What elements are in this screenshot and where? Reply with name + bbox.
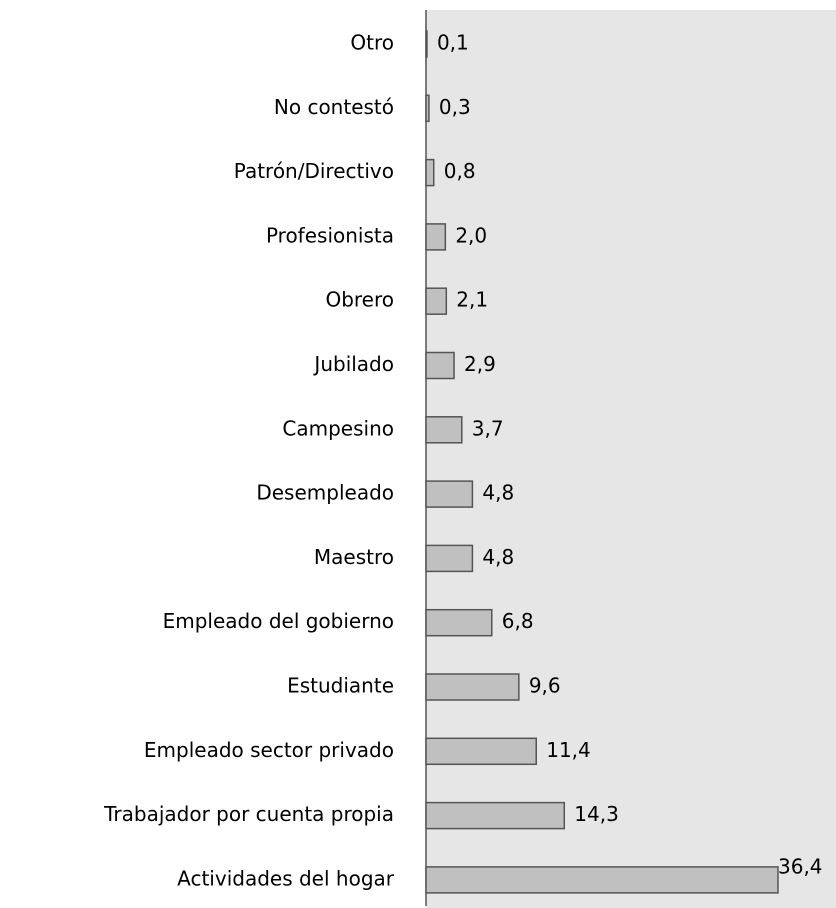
value-label: 2,0 [455,223,487,247]
value-label: 2,1 [456,288,488,312]
y-tick-label: Otro [350,31,394,55]
y-tick-label: Empleado sector privado [144,738,394,762]
bar [425,673,520,701]
bar [425,608,493,637]
value-label: 36,4 [778,854,823,878]
plot-background [426,10,836,908]
y-tick-label: No contestó [274,95,394,119]
bar [425,737,537,766]
value-label: 4,8 [482,545,514,569]
y-tick-label: Actividades del hogar [177,866,395,890]
bar [425,416,463,444]
y-tick-label: Patrón/Directivo [234,159,394,183]
y-tick-label: Jubilado [312,352,394,376]
bar [425,544,474,573]
y-tick-label: Desempleado [256,481,394,505]
value-label: 4,8 [482,481,514,505]
bar [425,351,455,380]
value-label: 2,9 [464,352,496,376]
bar [425,866,779,894]
value-label: 0,8 [444,159,476,183]
y-tick-label: Profesionista [266,223,394,247]
y-tick-label: Obrero [325,288,394,312]
y-tick-label: Campesino [282,416,394,440]
bar [425,480,474,508]
value-label: 6,8 [502,609,534,633]
bar [425,158,435,187]
bar [425,30,428,58]
bar [425,801,566,830]
y-tick-label: Trabajador por cuenta propia [103,802,394,826]
y-tick-label: Estudiante [287,674,394,698]
y-tick-label: Maestro [314,545,394,569]
value-label: 11,4 [546,738,591,762]
bar [425,223,447,251]
bar [425,287,448,315]
bar [425,94,430,123]
value-label: 0,1 [437,31,469,55]
value-label: 9,6 [529,674,561,698]
y-tick-label: Empleado del gobierno [163,609,394,633]
value-label: 0,3 [439,95,471,119]
value-label: 14,3 [574,802,619,826]
value-label: 3,7 [472,416,504,440]
